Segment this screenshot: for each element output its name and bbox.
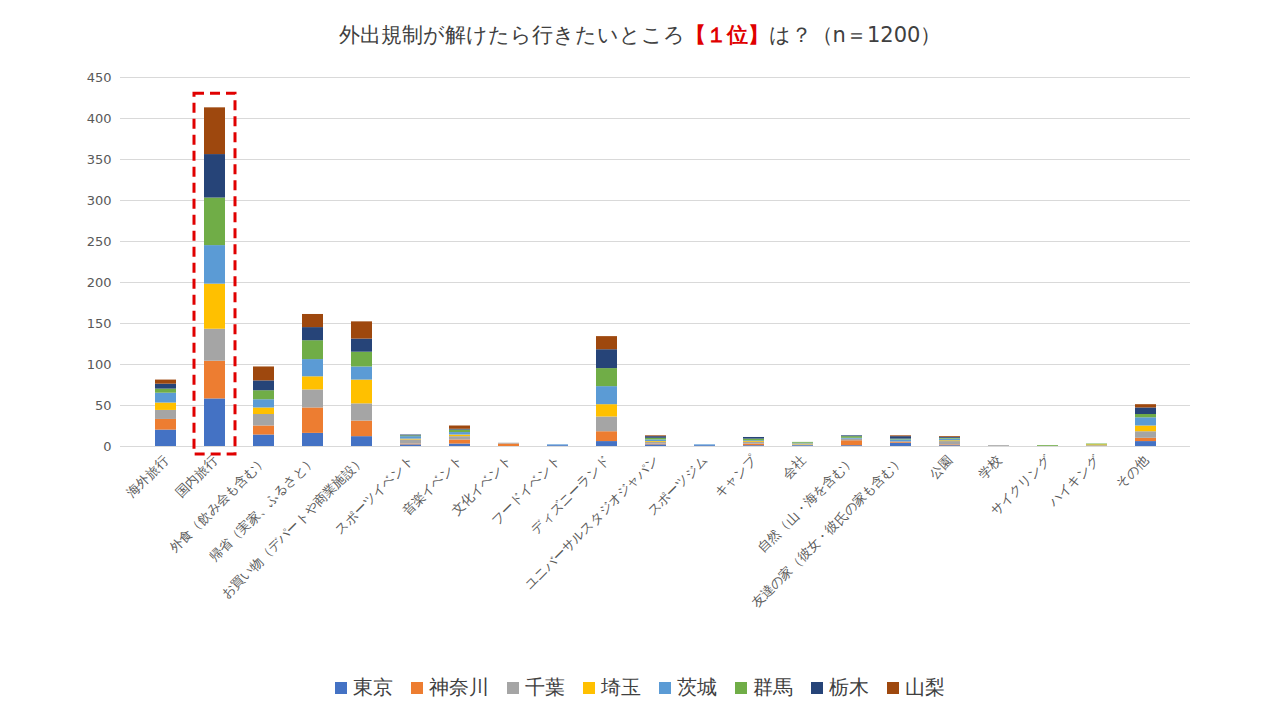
svg-text:友達の家（彼女・彼氏の家も含む）: 友達の家（彼女・彼氏の家も含む） [748, 453, 906, 611]
svg-text:300: 300 [87, 193, 112, 208]
svg-text:0: 0 [103, 439, 111, 454]
svg-text:外食（飲み会も含む）: 外食（飲み会も含む） [167, 453, 270, 556]
svg-text:50: 50 [95, 398, 112, 413]
svg-text:200: 200 [87, 275, 112, 290]
svg-text:450: 450 [87, 70, 112, 85]
svg-text:帰省（実家、ふるさと）: 帰省（実家、ふるさと） [206, 452, 319, 565]
svg-text:海外旅行: 海外旅行 [124, 453, 171, 500]
svg-text:350: 350 [87, 152, 112, 167]
html-text:茨城: 茨城 [677, 675, 717, 699]
svg-text:250: 250 [87, 234, 112, 249]
svg-text:スポーツイベント: スポーツイベント [332, 453, 416, 537]
svg-text:ディズニーランド: ディズニーランド [527, 452, 613, 537]
svg-text:ユニバーサルスタジオジャパン: ユニバーサルスタジオジャパン [522, 453, 661, 592]
svg-text:150: 150 [87, 316, 112, 331]
svg-text:会社: 会社 [779, 453, 808, 482]
html-text:埼玉: 埼玉 [601, 675, 641, 699]
html-text:東京: 東京 [353, 675, 393, 699]
svg-text:学校: 学校 [975, 453, 1004, 482]
svg-text:ハイキング: ハイキング [1045, 452, 1103, 510]
svg-text:お買い物（デパートや商業施設）: お買い物（デパートや商業施設） [218, 452, 368, 602]
html-text:山梨: 山梨 [905, 675, 945, 699]
svg-text:国内旅行: 国内旅行 [173, 453, 220, 500]
html-text:神奈川: 神奈川 [429, 675, 489, 699]
html-text:栃木: 栃木 [829, 675, 869, 699]
svg-text:100: 100 [87, 357, 112, 372]
svg-text:スポーツジム: スポーツジム [644, 453, 710, 519]
svg-text:キャンプ: キャンプ [712, 452, 760, 500]
svg-text:公園: 公園 [926, 453, 955, 482]
html-text:群馬: 群馬 [753, 675, 793, 699]
svg-text:その他: その他 [1113, 453, 1151, 491]
svg-text:400: 400 [87, 111, 112, 126]
svg-text:文化イベント: 文化イベント [448, 452, 515, 519]
svg-text:フードイベント: フードイベント [488, 452, 564, 528]
svg-text:自然（山・海を含む）: 自然（山・海を含む） [755, 453, 858, 556]
html-text:千葉: 千葉 [525, 675, 565, 699]
svg-text:音楽イベント: 音楽イベント [399, 452, 466, 519]
svg-text:サイクリング: サイクリング [987, 452, 1053, 518]
html-text:外出規制が解けたら行きたいところ【１位】は？（n＝1200）: 外出規制が解けたら行きたいところ【１位】は？（n＝1200） [338, 23, 942, 47]
